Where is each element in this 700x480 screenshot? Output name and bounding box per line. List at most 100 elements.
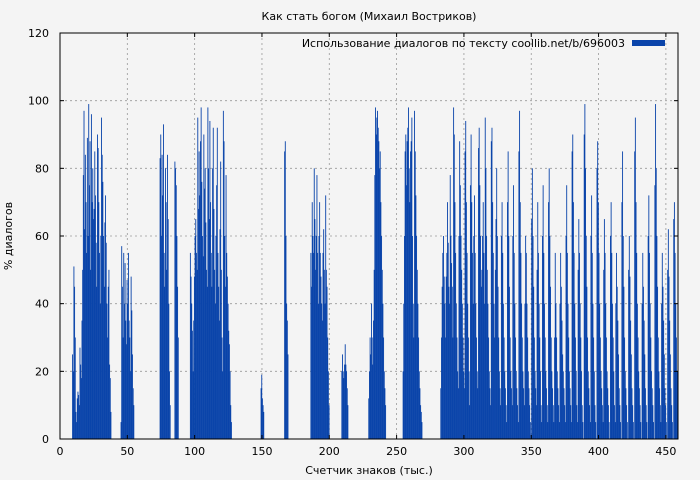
bar <box>91 202 93 439</box>
bar <box>214 269 216 439</box>
bar <box>579 303 581 439</box>
bar <box>414 110 416 440</box>
bar <box>317 303 319 439</box>
bar <box>160 236 162 439</box>
bar <box>466 252 468 439</box>
bar <box>632 422 634 439</box>
bar <box>99 303 101 439</box>
bar <box>636 303 638 439</box>
bar <box>637 337 639 439</box>
bar <box>120 422 122 439</box>
bar <box>127 303 129 439</box>
bar <box>580 337 582 439</box>
bar <box>447 202 448 439</box>
bar <box>524 303 526 439</box>
bar <box>103 236 104 439</box>
bar <box>484 117 486 439</box>
bar <box>90 269 92 439</box>
bar <box>165 202 167 439</box>
bar <box>418 371 420 439</box>
bar <box>93 208 95 439</box>
bar <box>661 303 663 439</box>
y-tick-label: 120 <box>28 27 49 40</box>
bar <box>222 371 224 439</box>
bar <box>603 219 605 439</box>
bar <box>84 229 86 439</box>
bar <box>534 371 536 439</box>
bar <box>368 398 370 439</box>
x-tick-label: 150 <box>251 445 272 458</box>
bar <box>469 405 471 439</box>
bar <box>77 391 79 439</box>
bar <box>214 303 216 439</box>
bar <box>92 168 94 440</box>
bar <box>539 371 541 439</box>
bar <box>622 151 624 439</box>
bar <box>107 337 109 439</box>
bar <box>548 168 550 440</box>
bar <box>344 344 346 439</box>
bar <box>103 286 105 439</box>
bar <box>552 405 554 439</box>
bar <box>95 242 97 439</box>
bar <box>671 422 673 439</box>
bar <box>560 252 562 439</box>
y-tick-label: 40 <box>35 298 49 311</box>
bar <box>327 337 329 439</box>
bar <box>412 303 414 439</box>
bar <box>568 371 570 439</box>
bar <box>600 371 602 439</box>
bar <box>446 252 448 439</box>
bar <box>585 236 587 439</box>
bar <box>612 303 613 439</box>
bar <box>623 286 625 439</box>
bar <box>611 252 613 439</box>
bar <box>75 411 77 439</box>
bar <box>413 337 415 439</box>
bar <box>204 168 206 440</box>
bar <box>130 371 131 439</box>
bar <box>676 371 678 439</box>
bar <box>457 371 459 439</box>
bar <box>221 337 223 439</box>
bar <box>520 252 522 439</box>
bar <box>607 405 609 439</box>
bar <box>415 195 417 439</box>
bar <box>327 371 329 439</box>
bar <box>636 252 638 439</box>
bar <box>610 202 612 439</box>
bar <box>587 371 589 439</box>
bar <box>342 354 343 439</box>
bar <box>76 422 78 439</box>
bar <box>374 175 376 439</box>
bar <box>572 134 574 439</box>
bar <box>673 219 675 439</box>
bar <box>545 371 547 439</box>
bar <box>671 405 673 439</box>
bar <box>371 303 372 439</box>
bar <box>559 303 561 439</box>
bar <box>579 252 580 439</box>
bar <box>464 151 466 439</box>
bar <box>228 344 230 439</box>
bar <box>261 374 263 439</box>
bar <box>526 303 528 439</box>
bar <box>543 252 545 439</box>
bar <box>454 202 456 439</box>
bar <box>443 236 444 439</box>
bar <box>653 422 654 439</box>
bar <box>645 405 647 439</box>
bar <box>585 168 586 440</box>
bar <box>404 236 405 439</box>
bar <box>223 141 225 439</box>
bar <box>521 337 523 439</box>
bar <box>124 263 126 439</box>
bar <box>486 236 488 439</box>
bar <box>216 185 218 439</box>
bar <box>542 185 544 439</box>
bar <box>500 236 502 439</box>
bar <box>190 276 192 439</box>
bar <box>555 303 557 439</box>
bar <box>475 303 477 439</box>
bar <box>315 236 317 439</box>
